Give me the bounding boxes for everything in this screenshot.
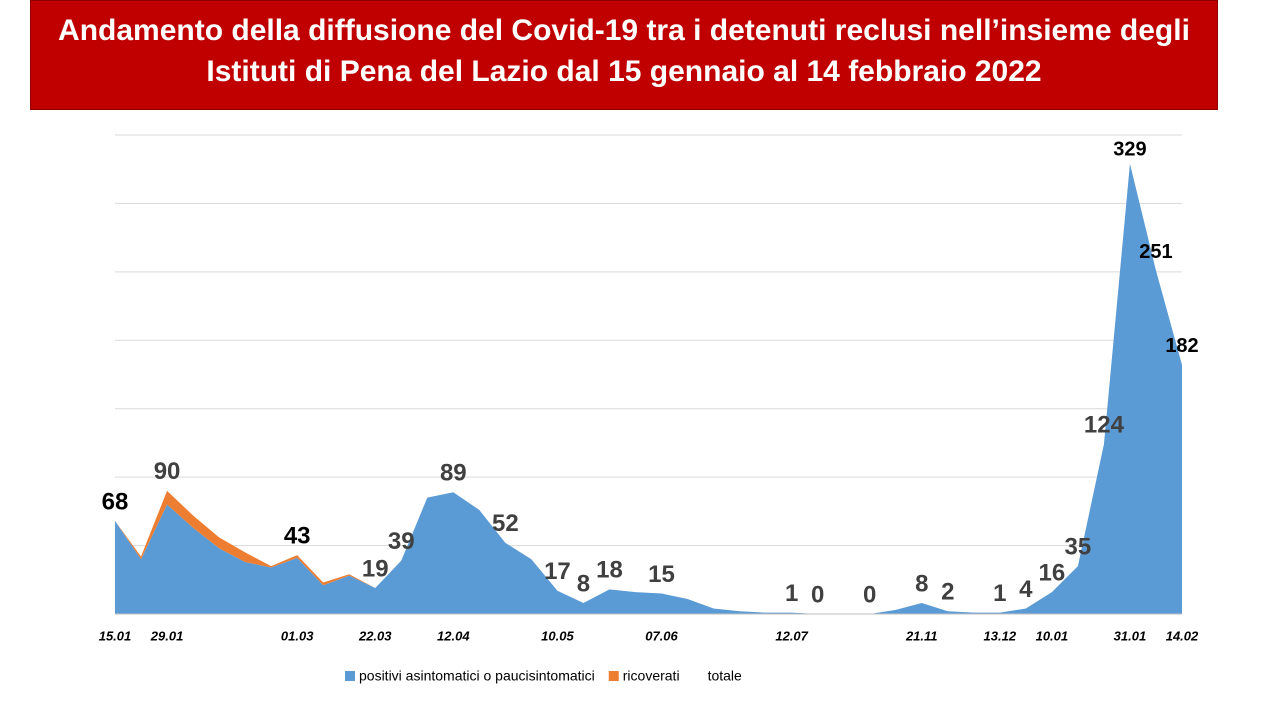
data-label: 17: [544, 558, 571, 585]
legend-swatch: [608, 671, 619, 681]
data-label: 329: [1113, 138, 1146, 160]
data-label: 0: [811, 581, 824, 608]
area: [115, 163, 1182, 615]
total-line: [115, 164, 1182, 614]
x-tick-label: 14.02: [1166, 628, 1199, 643]
data-label: 16: [1039, 559, 1066, 586]
data-label: 1: [993, 580, 1006, 607]
x-tick-label: 12.07: [775, 628, 808, 643]
data-label: 8: [577, 570, 590, 597]
area: [115, 163, 1182, 615]
data-label: 2: [941, 579, 954, 606]
x-tick-label: 10.05: [541, 628, 574, 643]
data-label: 0: [863, 581, 876, 608]
legend-label: ricoverati: [623, 668, 680, 684]
data-label: 68: [102, 488, 129, 515]
data-label: 4: [1019, 576, 1033, 603]
data-label: 90: [154, 458, 181, 485]
legend-label: totale: [708, 668, 742, 684]
legend-swatch: [345, 671, 355, 681]
data-label: 52: [492, 510, 519, 537]
data-label: 18: [596, 557, 623, 584]
x-tick-label: 12.04: [437, 628, 470, 643]
data-label: 43: [284, 522, 311, 549]
data-label: 35: [1065, 533, 1092, 560]
data-label: 251: [1139, 241, 1172, 263]
data-label: 89: [440, 460, 467, 487]
x-tick-label: 07.06: [645, 628, 678, 643]
x-tick-label: 15.01: [99, 628, 132, 643]
x-tick-label: 29.01: [150, 628, 184, 643]
chart-title: Andamento della diffusione del Covid-19 …: [30, 0, 1218, 110]
data-label: 1: [785, 580, 798, 607]
x-tick-label: 13.12: [984, 628, 1017, 643]
x-tick-label: 22.03: [358, 628, 392, 643]
x-tick-label: 10.01: [1036, 628, 1069, 643]
data-label: 15: [648, 561, 675, 588]
data-label: 182: [1165, 335, 1198, 357]
x-tick-label: 31.01: [1114, 628, 1147, 643]
x-tick-label: 01.03: [281, 628, 314, 643]
legend-label: positivi asintomatici o paucisintomatici: [359, 668, 595, 684]
data-label: 124: [1084, 412, 1125, 439]
data-label: 39: [388, 528, 415, 555]
x-tick-label: 21.11: [905, 628, 938, 643]
data-label: 8: [915, 570, 928, 597]
data-label: 19: [362, 555, 389, 582]
